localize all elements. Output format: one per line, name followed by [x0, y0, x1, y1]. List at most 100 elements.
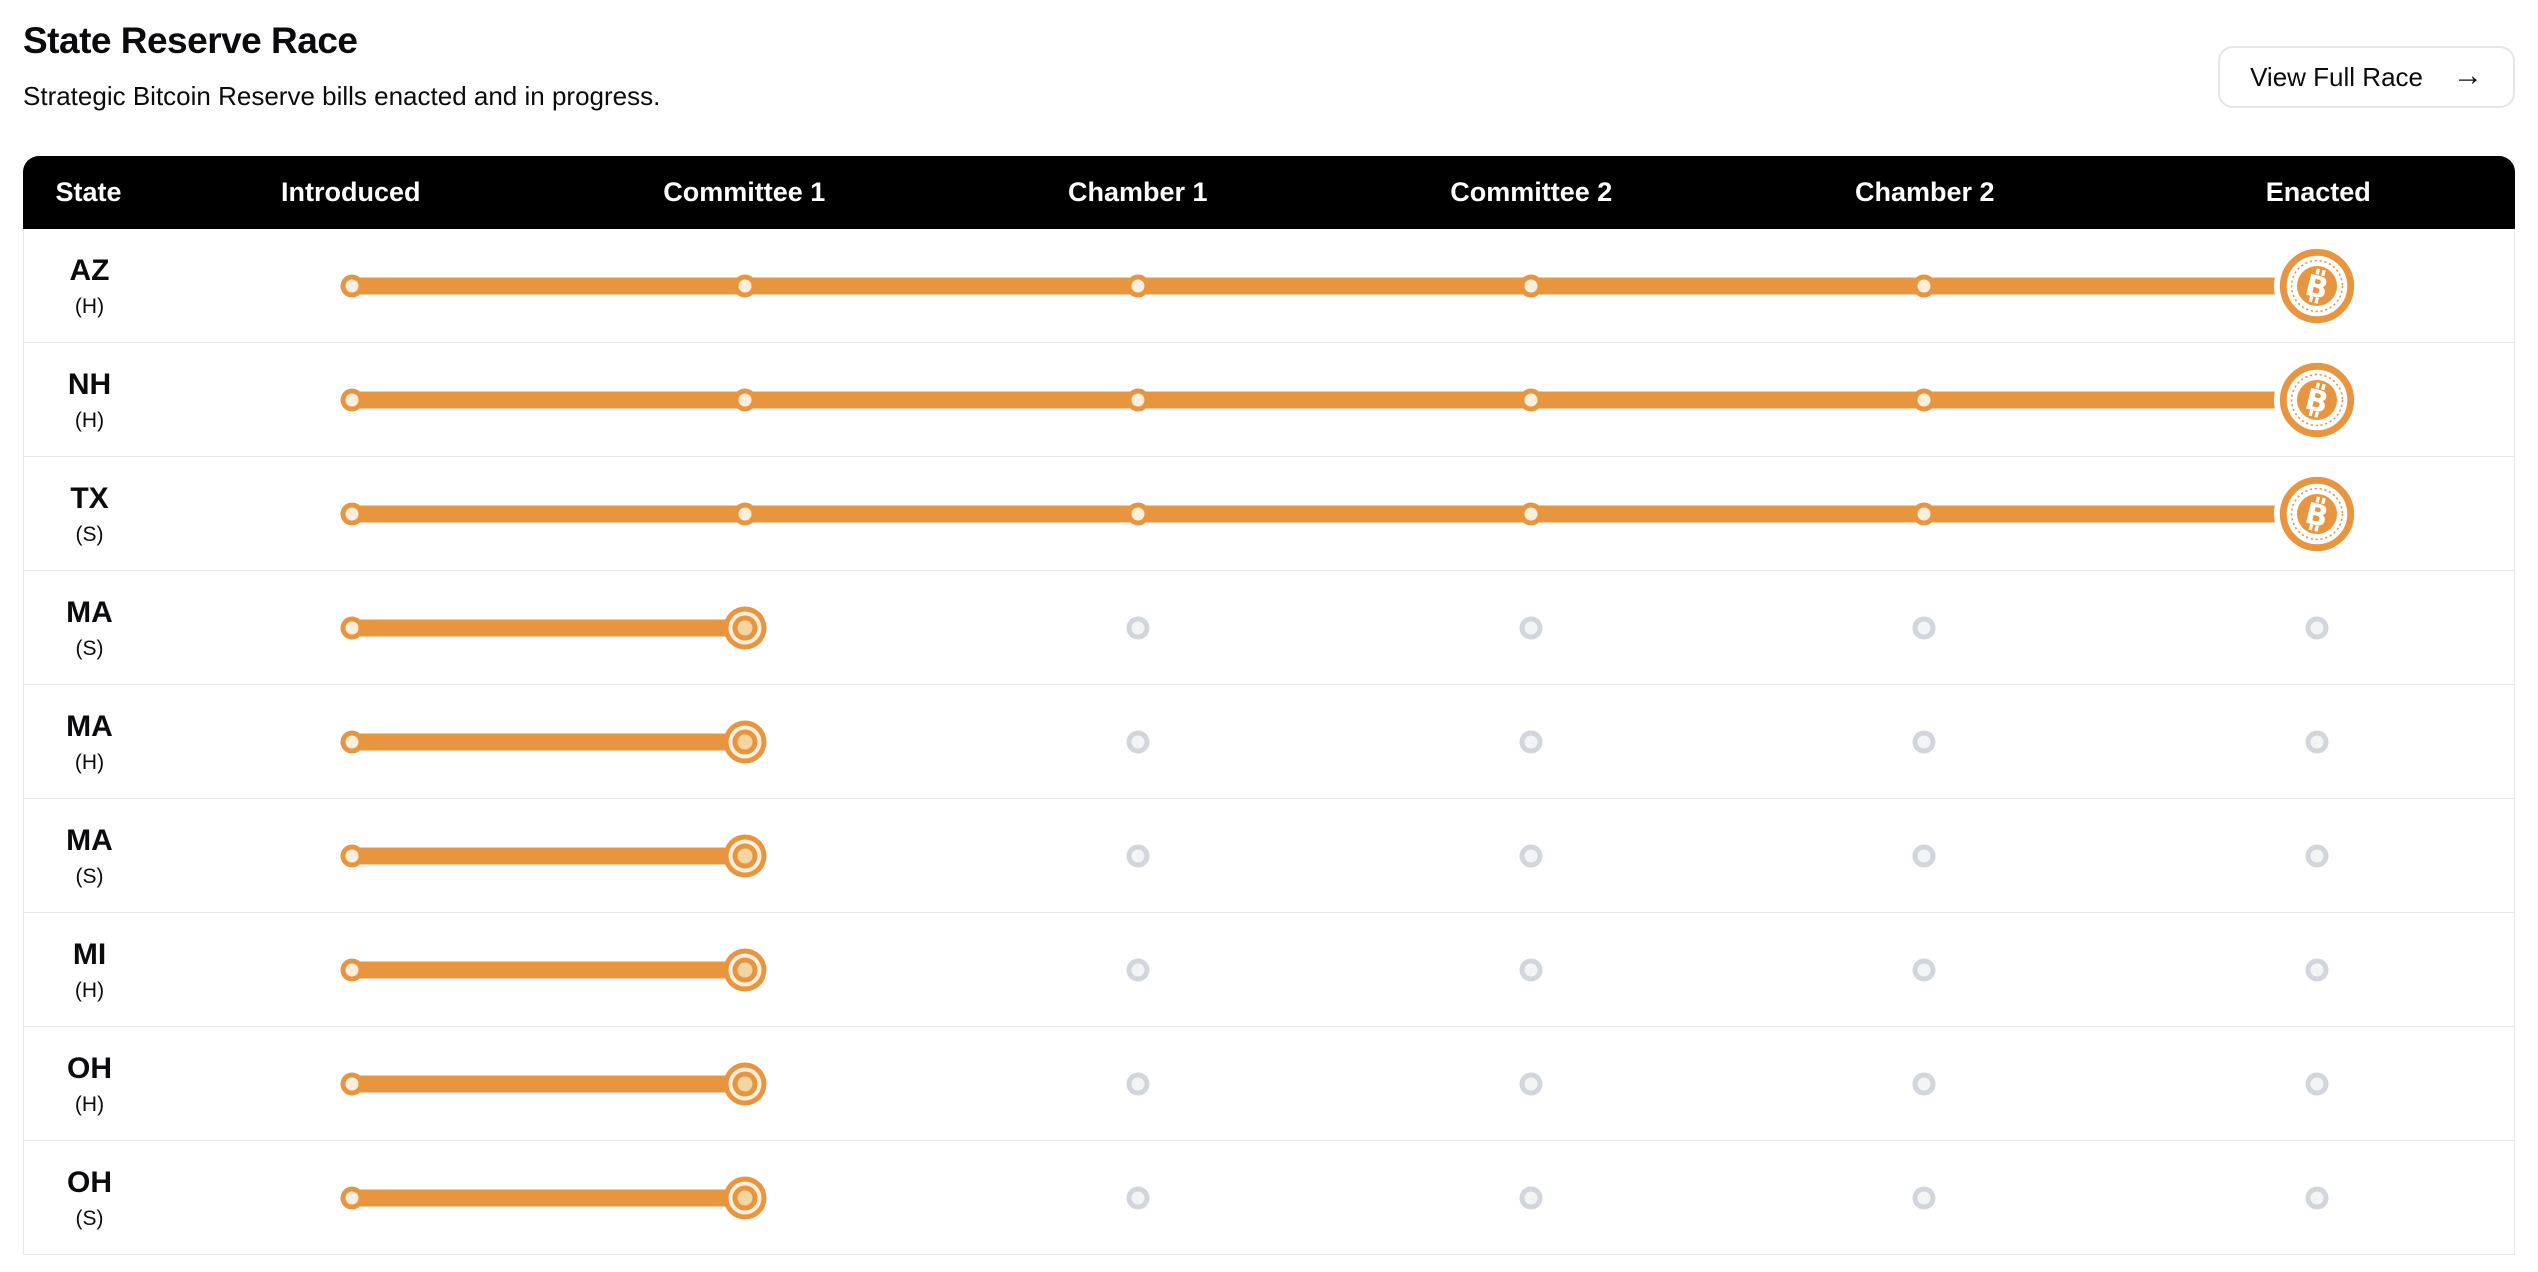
table-row: AZ (H) B	[24, 229, 2514, 344]
state-cell: TX (S)	[24, 481, 155, 547]
stage-pending-dot	[1519, 1072, 1543, 1096]
view-full-race-label: View Full Race	[2250, 61, 2423, 92]
progress-track	[155, 571, 2514, 684]
stage-complete-dot	[733, 274, 757, 298]
state-code: OH	[67, 1165, 112, 1199]
stage-pending-dot	[1126, 616, 1150, 640]
stage-pending-dot	[1126, 844, 1150, 868]
column-header-chamber-1: Chamber 1	[1067, 177, 1208, 208]
stage-complete-dot	[733, 502, 757, 526]
stage-pending-dot	[1912, 730, 1936, 754]
state-code: NH	[67, 367, 112, 401]
progress-track: B	[155, 343, 2514, 456]
table-row: MI (H)	[24, 913, 2514, 1028]
title-block: State Reserve Race Strategic Bitcoin Res…	[23, 18, 660, 114]
state-chamber: (H)	[74, 408, 105, 432]
progress-line	[351, 847, 745, 865]
state-code: OH	[67, 1051, 112, 1085]
table-row: NH (H) B	[24, 343, 2514, 458]
state-cell: NH (H)	[24, 367, 155, 433]
stage-pending-dot	[1912, 1186, 1936, 1210]
stage-pending-dot	[1519, 730, 1543, 754]
stage-pending-dot	[1126, 730, 1150, 754]
bitcoin-icon: B	[2274, 356, 2361, 443]
stage-complete-dot	[1126, 502, 1150, 526]
stage-pending-dot	[2305, 730, 2329, 754]
stage-complete-dot	[340, 616, 364, 640]
progress-line	[351, 1075, 745, 1093]
table-row: OH (S)	[24, 1141, 2514, 1256]
stage-complete-dot	[340, 274, 364, 298]
stage-pending-dot	[1126, 1072, 1150, 1096]
state-cell: MA (S)	[24, 595, 155, 661]
progress-line	[351, 277, 2318, 295]
table-body: AZ (H) B NH (H) B	[23, 229, 2515, 1256]
state-code: MA	[66, 709, 113, 743]
progress-line	[351, 391, 2318, 409]
stage-current-marker	[732, 615, 758, 641]
stage-complete-dot	[1519, 274, 1543, 298]
stage-pending-dot	[1912, 844, 1936, 868]
progress-track	[155, 913, 2514, 1026]
state-chamber: (H)	[74, 978, 105, 1002]
progress-track	[155, 799, 2514, 912]
page-subtitle: Strategic Bitcoin Reserve bills enacted …	[23, 81, 661, 112]
arrow-right-icon: →	[2453, 59, 2483, 92]
state-code: TX	[70, 481, 109, 515]
stage-complete-dot	[340, 844, 364, 868]
state-chamber: (S)	[75, 1206, 104, 1230]
state-code: MA	[66, 823, 113, 857]
stage-pending-dot	[2305, 844, 2329, 868]
stage-complete-dot	[1126, 388, 1150, 412]
column-header-chamber-2: Chamber 2	[1854, 177, 1995, 208]
view-full-race-button[interactable]: View Full Race →	[2218, 46, 2515, 108]
state-cell: MI (H)	[24, 937, 155, 1003]
state-chamber: (H)	[74, 294, 105, 318]
stage-current-marker	[732, 1185, 758, 1211]
bitcoin-icon: B	[2274, 470, 2361, 557]
progress-line	[351, 505, 2318, 523]
progress-track: B	[155, 229, 2514, 342]
race-table: State Introduced Committee 1 Chamber 1 Commi…	[23, 156, 2515, 1256]
progress-line	[351, 619, 745, 637]
stage-current-marker	[732, 957, 758, 983]
progress-track: B	[155, 457, 2514, 570]
stage-complete-dot	[340, 730, 364, 754]
state-cell: MA (S)	[24, 823, 155, 889]
progress-line	[351, 961, 745, 979]
stage-complete-dot	[340, 1186, 364, 1210]
state-cell: MA (H)	[24, 709, 155, 775]
stage-pending-dot	[2305, 958, 2329, 982]
stage-complete-dot	[340, 502, 364, 526]
column-header-enacted: Enacted	[2265, 177, 2371, 208]
progress-track	[155, 1027, 2514, 1140]
state-cell: OH (H)	[24, 1051, 155, 1117]
state-cell: AZ (H)	[24, 253, 155, 319]
stage-complete-dot	[1912, 388, 1936, 412]
state-chamber: (H)	[74, 1092, 105, 1116]
state-chamber: (S)	[75, 636, 104, 660]
column-header-introduced: Introduced	[281, 177, 421, 208]
stage-complete-dot	[1912, 502, 1936, 526]
table-row: MA (H)	[24, 685, 2514, 800]
stage-pending-dot	[2305, 616, 2329, 640]
stage-complete-dot	[1912, 274, 1936, 298]
state-code: AZ	[69, 253, 110, 287]
column-header-state: State	[55, 177, 122, 208]
page-header: State Reserve Race Strategic Bitcoin Res…	[23, 18, 2515, 114]
stage-pending-dot	[1126, 1186, 1150, 1210]
progress-track	[155, 685, 2514, 798]
stage-complete-dot	[733, 388, 757, 412]
stage-pending-dot	[1519, 616, 1543, 640]
stage-pending-dot	[2305, 1186, 2329, 1210]
stage-pending-dot	[1912, 958, 1936, 982]
stage-pending-dot	[1912, 616, 1936, 640]
stage-complete-dot	[1519, 388, 1543, 412]
state-code: MI	[72, 937, 107, 971]
stage-current-marker	[732, 1071, 758, 1097]
table-row: TX (S) B	[24, 457, 2514, 572]
state-code: MA	[66, 595, 113, 629]
stage-pending-dot	[1519, 844, 1543, 868]
progress-line	[351, 1189, 745, 1207]
